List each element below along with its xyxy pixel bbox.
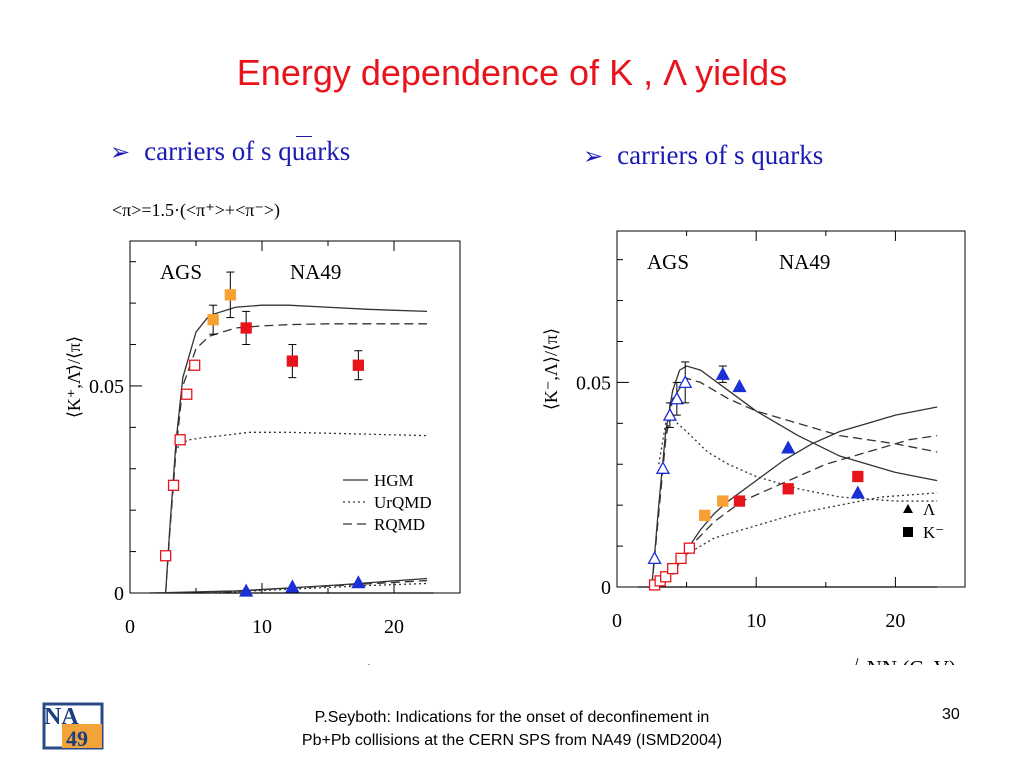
x-axis-label: √sNN (GeV) (358, 662, 467, 665)
data-point-filled-triangle-blue (781, 440, 796, 454)
annotation-ags: AGS (160, 260, 202, 284)
annotation-na49: NA49 (779, 250, 830, 274)
data-point-open-triangle-blue (678, 375, 693, 389)
x-tick-label: 20 (885, 610, 905, 632)
na49-logo: NA 49 (38, 694, 108, 759)
footer-line-2: Pb+Pb collisions at the CERN SPS from NA… (301, 732, 723, 749)
legend-marker-square (903, 527, 913, 537)
chart-right: 0 10 20 0 0.05 AGS NA49 ⟨K⁻,Λ⟩/⟨π⟩ √sNN (GeV) Λ K⁻ (541, 230, 966, 680)
page-number: 30 (942, 706, 960, 723)
x-tick-label: 10 (252, 616, 272, 638)
data-point-filled-square-red (240, 322, 252, 334)
slide-title: Energy dependence of K , Λ yields (236, 52, 788, 93)
model-curve-dotted (174, 431, 428, 453)
model-curve-solid (651, 365, 938, 588)
plot-left: 0 10 20 0 0.05 AGS NA49 ⟨K⁺,Λ̄⟩/⟨π⟩ √sNN (GeV) HG… (60, 225, 480, 686)
data-point-filled-square-red (286, 355, 299, 367)
data-point-filled-square-red (733, 495, 746, 507)
plot-right: 0 10 20 0 0.05 AGS NA49 ⟨K⁻,Λ⟩/⟨π⟩ √sNN (GeV) Λ K⁻ (535, 225, 975, 680)
legend-label: UrQMD (374, 493, 432, 512)
x-tick-label: 20 (384, 616, 404, 638)
data-point-open-triangle-blue (655, 460, 671, 474)
data-point-open-square-red (683, 542, 696, 554)
y-axis-label: ⟨K⁺,Λ̄⟩/⟨π⟩ (64, 336, 84, 418)
bullet-text-right: carriers of s quarks (617, 140, 824, 170)
y-axis-label: ⟨K⁻,Λ⟩/⟨π⟩ (541, 328, 561, 410)
x-axis-label: √sNN (GeV) (847, 656, 956, 665)
footer: P.Seyboth: Indications for the onset of … (200, 706, 824, 752)
data-point-open-square-red (189, 359, 201, 371)
data-point-open-square-red (667, 562, 679, 575)
model-curve-dashed (686, 434, 938, 551)
y-tick-label: 0 (114, 583, 124, 605)
data-point-filled-triangle-blue (239, 583, 254, 597)
data-point-open-square-red (660, 571, 672, 583)
data-point-open-triangle-blue (647, 550, 662, 565)
na49-logo-graphic: NA 49 (42, 702, 104, 751)
bullet-antistrange-carriers: ➢ carriers of s quarks (110, 136, 350, 167)
y-tick-label: 0.05 (89, 376, 124, 398)
legend-label: Λ (923, 500, 936, 519)
data-point-filled-square-red (352, 359, 365, 371)
arrow-bullet-icon: ➢ (110, 140, 131, 166)
model-curve-solid (672, 406, 938, 576)
logo-text-bottom: 49 (66, 726, 88, 751)
data-point-filled-triangle-blue (715, 366, 730, 380)
legend-label: RQMD (374, 515, 425, 534)
annotation-na49: NA49 (290, 260, 341, 284)
x-tick-label: 0 (612, 610, 622, 632)
model-curve-solid (164, 304, 428, 594)
y-tick-label: 0 (601, 577, 611, 599)
data-point-open-square-red (159, 550, 172, 562)
data-point-filled-triangle-blue (850, 485, 865, 499)
data-point-filled-square-red (782, 483, 794, 495)
footer-line-1: P.Seyboth: Indications for the onset of … (314, 709, 710, 726)
legend-label: HGM (374, 471, 414, 490)
bullet-strange-carriers: ➢ carriers of s quarks (583, 140, 823, 171)
data-point-filled-square-red (852, 470, 864, 483)
data-point-filled-triangle-blue (732, 379, 747, 393)
pion-average-formula: <π>=1.5·(<π⁺>+<π⁻>) (112, 200, 280, 220)
data-point-open-square-red (181, 388, 193, 400)
data-point-filled-triangle-blue (351, 575, 366, 589)
data-point-filled-square-orange (207, 314, 219, 326)
data-point-open-square-red (675, 552, 687, 565)
x-tick-label: 0 (125, 616, 135, 638)
data-point-filled-square-orange (717, 495, 729, 507)
data-point-open-square-red (174, 434, 186, 446)
annotation-ags: AGS (647, 250, 689, 274)
x-tick-label: 10 (746, 610, 766, 632)
model-curve-dotted (658, 418, 938, 502)
bullet-text-left: carriers of s quarks (144, 136, 351, 166)
data-point-open-square-red (167, 479, 180, 491)
data-point-open-triangle-blue (669, 391, 684, 405)
antiquark-overbar (296, 136, 312, 137)
legend-label: K⁻ (923, 523, 944, 542)
legend-marker-triangle (903, 504, 913, 513)
y-tick-label: 0.05 (576, 372, 611, 394)
data-point-filled-triangle-blue (285, 579, 300, 593)
model-curve-dashed (164, 323, 427, 594)
data-point-filled-square-orange (699, 509, 711, 522)
logo-text-top: NA (44, 704, 79, 730)
model-curve-dashed (651, 377, 938, 588)
arrow-bullet-icon: ➢ (583, 144, 604, 170)
chart-left: 0 10 20 0 0.05 AGS NA49 ⟨K⁺,Λ̄⟩/⟨π⟩ √sNN (GeV) HG… (64, 240, 467, 686)
data-point-filled-square-orange (224, 289, 236, 301)
